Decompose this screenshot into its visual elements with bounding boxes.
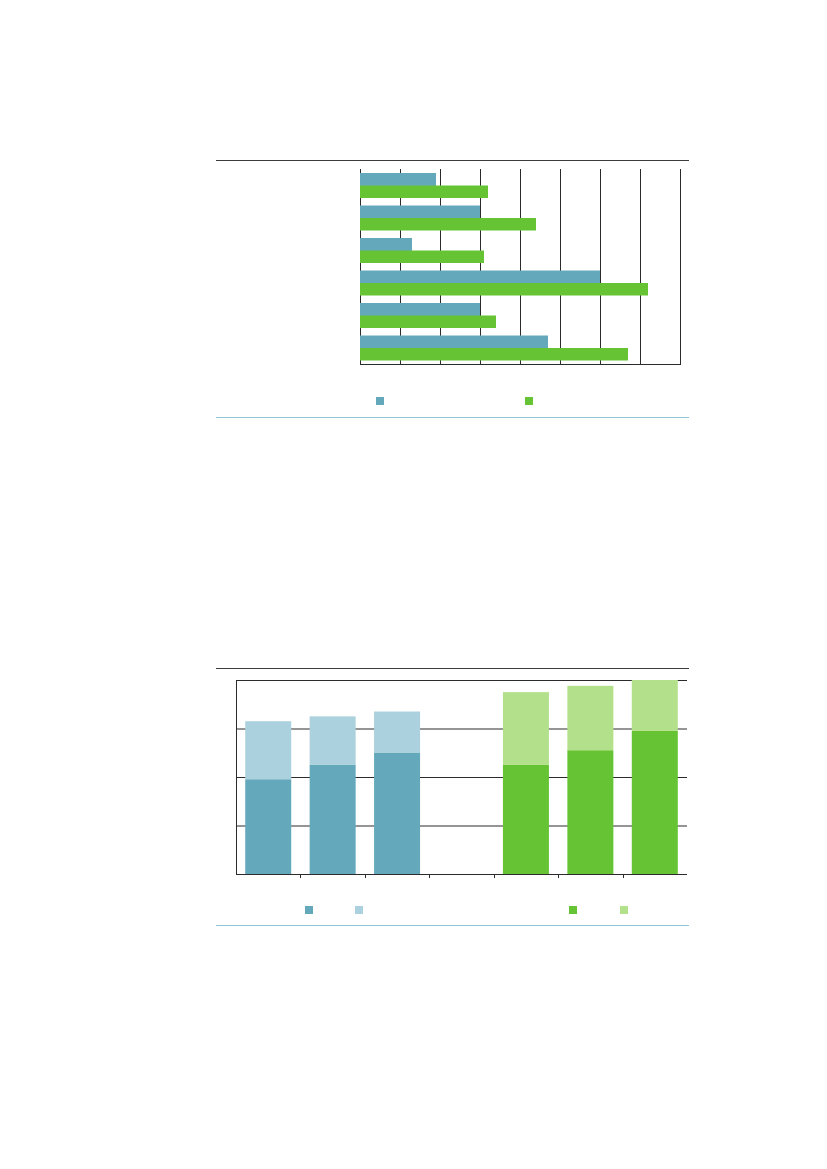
chart1-gridlines [360,169,681,365]
chart2-bar-segment [374,711,421,753]
chart2-bar-segment [309,764,356,874]
chart1-bar [360,173,436,186]
chart1-bar [360,315,496,328]
chart1-bar [360,205,480,218]
chart1-bar [360,218,536,231]
chart2-bar-segment [631,730,678,874]
chart2-legend-swatch [569,906,577,914]
chart2-legend-swatch [620,906,628,914]
chart1-legend [376,397,533,405]
chart1-bar [360,270,600,283]
chart2-bar-segment [245,721,292,780]
chart2-bar-segment [567,750,614,874]
chart2-bars [245,680,678,874]
chart1-legend-swatch [376,397,384,405]
chart2-bar-segment [502,692,549,765]
chart2-bar-segment [631,680,678,731]
chart1-bar [360,238,412,251]
chart-horizontal-bars [216,160,689,418]
chart2-bar-segment [502,764,549,874]
chart-stacked-columns [216,668,689,926]
chart2-legend [305,906,628,914]
chart2-bar-segment [245,779,292,874]
chart2-bar-segment [374,752,421,874]
chart1-bar [360,335,548,348]
chart1-bar [360,185,488,198]
chart2-legend-swatch [355,906,363,914]
chart2-legend-swatch [305,906,313,914]
chart1-bar [360,348,628,361]
chart1-bar [360,303,480,316]
chart1-legend-swatch [525,397,533,405]
chart1-bars [360,173,648,361]
chart2-bar-segment [567,685,614,751]
chart2-gridlines [236,680,687,878]
chart1-bar [360,250,484,263]
chart2-bar-segment [309,716,356,765]
chart1-bar [360,283,648,296]
